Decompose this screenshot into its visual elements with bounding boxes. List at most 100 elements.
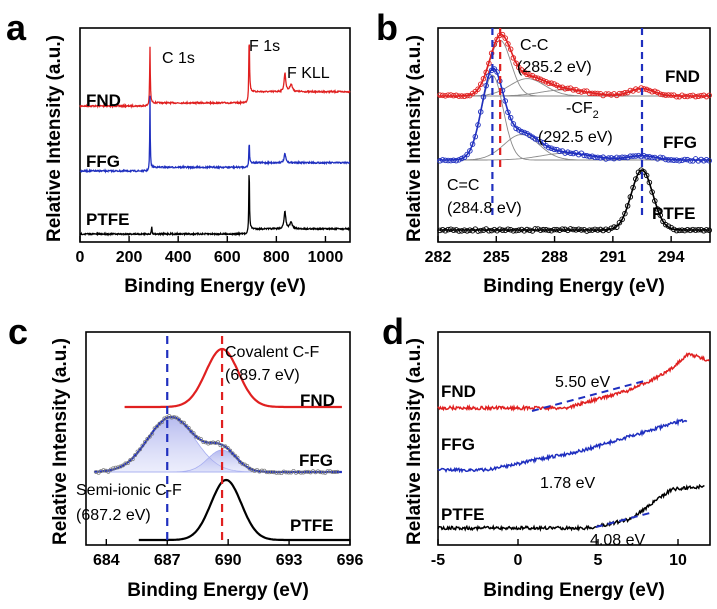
panel-a-tick-label: 0: [76, 249, 85, 266]
panel-c-data-point: [235, 455, 240, 460]
panel-c-data-point: [301, 470, 306, 475]
panel-b-data-point: [551, 81, 557, 87]
panel-b-data-point: [450, 157, 457, 164]
panel-c-data-point: [252, 468, 257, 473]
panel-c-data-point: [133, 453, 138, 458]
panel-b-data-point: [472, 133, 479, 140]
panel-b-data-point: [510, 55, 517, 61]
panel-c-data-point: [298, 470, 303, 475]
panel-c-data-point: [191, 431, 196, 436]
panel-b-data-point: [532, 226, 538, 232]
panel-b-data-point: [464, 228, 470, 234]
panel-c-data-point: [213, 440, 218, 445]
panel-c-series-ptfe: [138, 478, 350, 542]
panel-b-data-point: [537, 139, 544, 145]
panel-b-data-point: [480, 75, 487, 82]
panel-a-tick-label: 200: [116, 249, 143, 266]
panel-b-data-point: [633, 176, 639, 182]
panel-b-data-point: [635, 152, 642, 159]
panel-b-data-point: [567, 150, 574, 156]
panel-a-tick-label: 400: [165, 249, 192, 266]
panel-b-data-point: [643, 153, 650, 160]
panel-b-tick-label: 282: [425, 249, 452, 266]
panel-b-data-point: [652, 198, 658, 204]
panel-d-tick-label: 0: [514, 552, 523, 569]
panel-c-tick-label: 693: [276, 552, 303, 569]
panel-b-data-point: [532, 136, 538, 142]
panel-b-data-point: [690, 92, 696, 99]
panel-b-data-point: [684, 93, 691, 100]
panel-b-data-point: [681, 93, 688, 100]
panel-b-data-point: [448, 157, 454, 164]
panel-b-data-point: [622, 154, 628, 161]
panel-b-data-point: [526, 132, 533, 139]
panel-b-data-point: [567, 85, 574, 91]
panel-b-data-point: [698, 92, 704, 99]
panel-b-data-point: [559, 84, 566, 91]
panel-b-data-point: [505, 109, 511, 115]
panel-b-data-point: [630, 153, 636, 159]
panel-c-data-point: [225, 445, 230, 450]
panel-b-data-point: [652, 88, 658, 95]
panel-label-a: a: [6, 7, 27, 48]
annotation-fkll: F KLL: [287, 65, 330, 82]
panel-c-data-point: [201, 440, 206, 444]
panel-b-data-point: [646, 87, 653, 94]
panel-label-c: c: [8, 311, 28, 352]
panel-c-data-point: [123, 461, 128, 466]
panel-b-data-point: [535, 226, 541, 232]
panel-b-data-point: [673, 93, 680, 100]
panel-b-data-point: [619, 90, 625, 97]
panel-b-data-point: [562, 226, 568, 233]
panel-b-data-point: [559, 226, 566, 232]
panel-b-data-point: [477, 227, 484, 234]
panel-b-data-point: [624, 154, 631, 161]
panel-b-data-point: [660, 91, 666, 98]
panel-b-data-point: [521, 129, 528, 136]
panel-b-data-point: [551, 146, 557, 153]
panel-b-data-point: [608, 92, 615, 98]
panel-b-data-point: [565, 227, 571, 234]
panel-a-label-fnd: FND: [86, 91, 121, 110]
panel-b-data-point: [510, 228, 517, 234]
panel-b-data-point: [584, 152, 590, 159]
panel-d-onset-fit-ptfe: [595, 512, 651, 528]
panel-b-tick-label: 285: [483, 249, 510, 266]
panel-b-data-point: [646, 154, 653, 160]
panel-b-data-point: [690, 226, 696, 233]
panel-b-data-point: [589, 153, 596, 160]
panel-b-data-point: [448, 92, 454, 98]
panel-b-data-point: [543, 227, 549, 233]
panel-c-data-point: [147, 434, 152, 439]
panel-b-data-point: [654, 206, 661, 212]
panel-d-label-ptfe: PTFE: [441, 505, 484, 524]
panel-b-data-point: [502, 227, 508, 234]
panel-b-data-point: [592, 226, 598, 233]
panel-c-data-point: [179, 420, 184, 425]
panel-b-data-point: [633, 153, 639, 159]
panel-c-data-point: [172, 415, 177, 419]
panel-c-data-point: [233, 453, 238, 458]
panel-b-data-point: [703, 227, 710, 233]
panel-b-data-point: [532, 74, 538, 81]
panel-b-data-point: [594, 154, 601, 161]
panel-b-data-point: [464, 151, 470, 158]
panel-b-data-point: [578, 227, 585, 233]
panel-b-data-point: [437, 227, 443, 234]
panel-b-data-point: [597, 155, 604, 161]
panel-b-data-point: [439, 92, 446, 99]
panel-b-data-point: [526, 72, 533, 78]
panel-b-data-point: [548, 80, 555, 86]
panel-b-data-point: [458, 93, 465, 99]
panel-b-data-point: [581, 226, 587, 233]
panel-b-data-point: [518, 226, 525, 233]
panel-d: d Relative Intensity (a.u.) Binding Ener…: [382, 311, 711, 601]
panel-b-data-point: [630, 184, 636, 191]
panel-b-data-point: [445, 157, 451, 164]
panel-b-data-point: [486, 60, 492, 67]
panel-b-data-point: [494, 69, 500, 75]
panel-b-data-point: [529, 72, 536, 79]
panel-b-data-point: [477, 109, 484, 115]
panel-c-data-point: [142, 440, 147, 445]
panel-b-data-point: [505, 226, 511, 232]
